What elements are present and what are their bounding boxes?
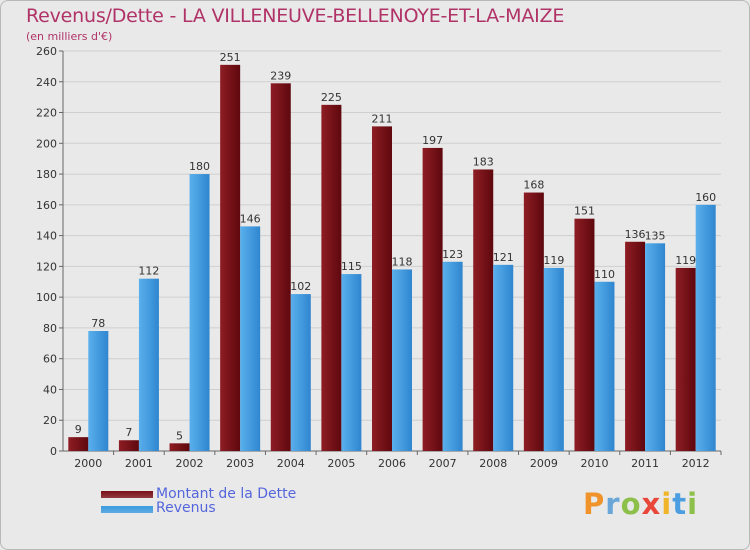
bar-dette [270, 83, 291, 452]
data-label: 168 [523, 179, 544, 192]
bar-dette [523, 192, 544, 452]
data-label: 112 [138, 265, 159, 278]
x-tick-label: 2000 [74, 457, 102, 470]
data-label: 9 [75, 423, 82, 436]
x-tick-label: 2004 [277, 457, 305, 470]
x-tick-label: 2005 [327, 457, 355, 470]
y-tick-label: 160 [36, 199, 57, 212]
legend-label-dette: Montant de la Dette [156, 486, 297, 502]
y-tick-label: 260 [36, 45, 57, 58]
y-tick-label: 40 [43, 383, 57, 396]
bar-revenus [695, 204, 716, 451]
logo-letter: t [672, 487, 688, 521]
y-tick-label: 60 [43, 353, 57, 366]
data-label: 197 [422, 134, 443, 147]
data-label: 239 [270, 69, 291, 82]
y-tick-label: 20 [43, 414, 57, 427]
data-label: 146 [240, 212, 261, 225]
data-label: 102 [290, 280, 311, 293]
logo-letter: r [605, 487, 621, 521]
bar-revenus [341, 274, 362, 451]
x-tick-label: 2011 [631, 457, 659, 470]
bar-revenus [290, 294, 311, 451]
bar-dette [169, 443, 190, 451]
x-tick-label: 2007 [429, 457, 457, 470]
y-tick-label: 220 [36, 107, 57, 120]
y-tick-label: 80 [43, 322, 57, 335]
data-label: 136 [625, 228, 646, 241]
y-tick-label: 200 [36, 137, 57, 150]
chart-title: Revenus/Dette - LA VILLENEUVE-BELLENOYE-… [26, 5, 565, 27]
chart-subtitle: (en milliers d'€) [26, 30, 113, 43]
bar-dette [321, 104, 342, 451]
bar-revenus [189, 174, 210, 452]
data-label: 5 [176, 429, 183, 442]
data-label: 180 [189, 160, 210, 173]
data-label: 119 [675, 254, 696, 267]
logo-letter: o [620, 487, 642, 521]
bar-dette [675, 267, 696, 451]
data-label: 160 [695, 191, 716, 204]
bar-revenus [594, 281, 615, 451]
x-tick-label: 2006 [378, 457, 406, 470]
legend-swatch-revenus [101, 506, 153, 513]
logo-letter: P [583, 487, 606, 521]
data-label: 123 [442, 248, 463, 261]
x-tick-label: 2003 [226, 457, 254, 470]
data-label: 251 [220, 51, 241, 64]
y-tick-label: 240 [36, 76, 57, 89]
data-label: 119 [543, 254, 564, 267]
bar-revenus [392, 269, 412, 451]
bar-dette [422, 147, 443, 451]
y-tick-label: 140 [36, 230, 57, 243]
bar-dette [118, 440, 139, 451]
data-label: 7 [125, 426, 132, 439]
data-label: 135 [645, 229, 666, 242]
data-label: 151 [574, 205, 595, 218]
data-label: 115 [341, 260, 362, 273]
bar-revenus [493, 264, 514, 451]
y-tick-label: 180 [36, 168, 57, 181]
bar-revenus [240, 226, 261, 451]
data-label: 225 [321, 91, 342, 104]
y-tick-label: 120 [36, 260, 57, 273]
proxiti-logo: Proxiti [583, 487, 698, 521]
bar-revenus [645, 243, 666, 451]
y-tick-label: 100 [36, 291, 57, 304]
logo-letter: i [687, 487, 699, 521]
x-tick-label: 2001 [125, 457, 153, 470]
data-label: 118 [392, 255, 413, 268]
data-label: 183 [473, 155, 494, 168]
data-label: 121 [493, 251, 514, 264]
x-tick-label: 2008 [479, 457, 507, 470]
bar-revenus [442, 261, 463, 451]
bar-revenus [543, 267, 564, 451]
bar-dette [473, 169, 494, 451]
x-tick-label: 2009 [530, 457, 558, 470]
data-label: 211 [372, 112, 393, 125]
bar-dette [220, 64, 241, 451]
x-tick-label: 2002 [176, 457, 204, 470]
data-label: 78 [91, 317, 105, 330]
logo-letter: x [641, 487, 662, 521]
bar-revenus [88, 331, 109, 451]
bar-dette [625, 241, 646, 451]
bar-dette [574, 218, 595, 451]
bar-dette [372, 126, 392, 451]
legend-label-revenus: Revenus [156, 500, 216, 516]
bar-dette [68, 437, 89, 451]
legend-swatch-dette [101, 491, 153, 498]
y-tick-label: 0 [50, 445, 57, 458]
x-tick-label: 2010 [580, 457, 608, 470]
x-tick-label: 2012 [682, 457, 710, 470]
bar-revenus [138, 278, 159, 451]
logo-letter: i [661, 487, 673, 521]
data-label: 110 [594, 268, 615, 281]
